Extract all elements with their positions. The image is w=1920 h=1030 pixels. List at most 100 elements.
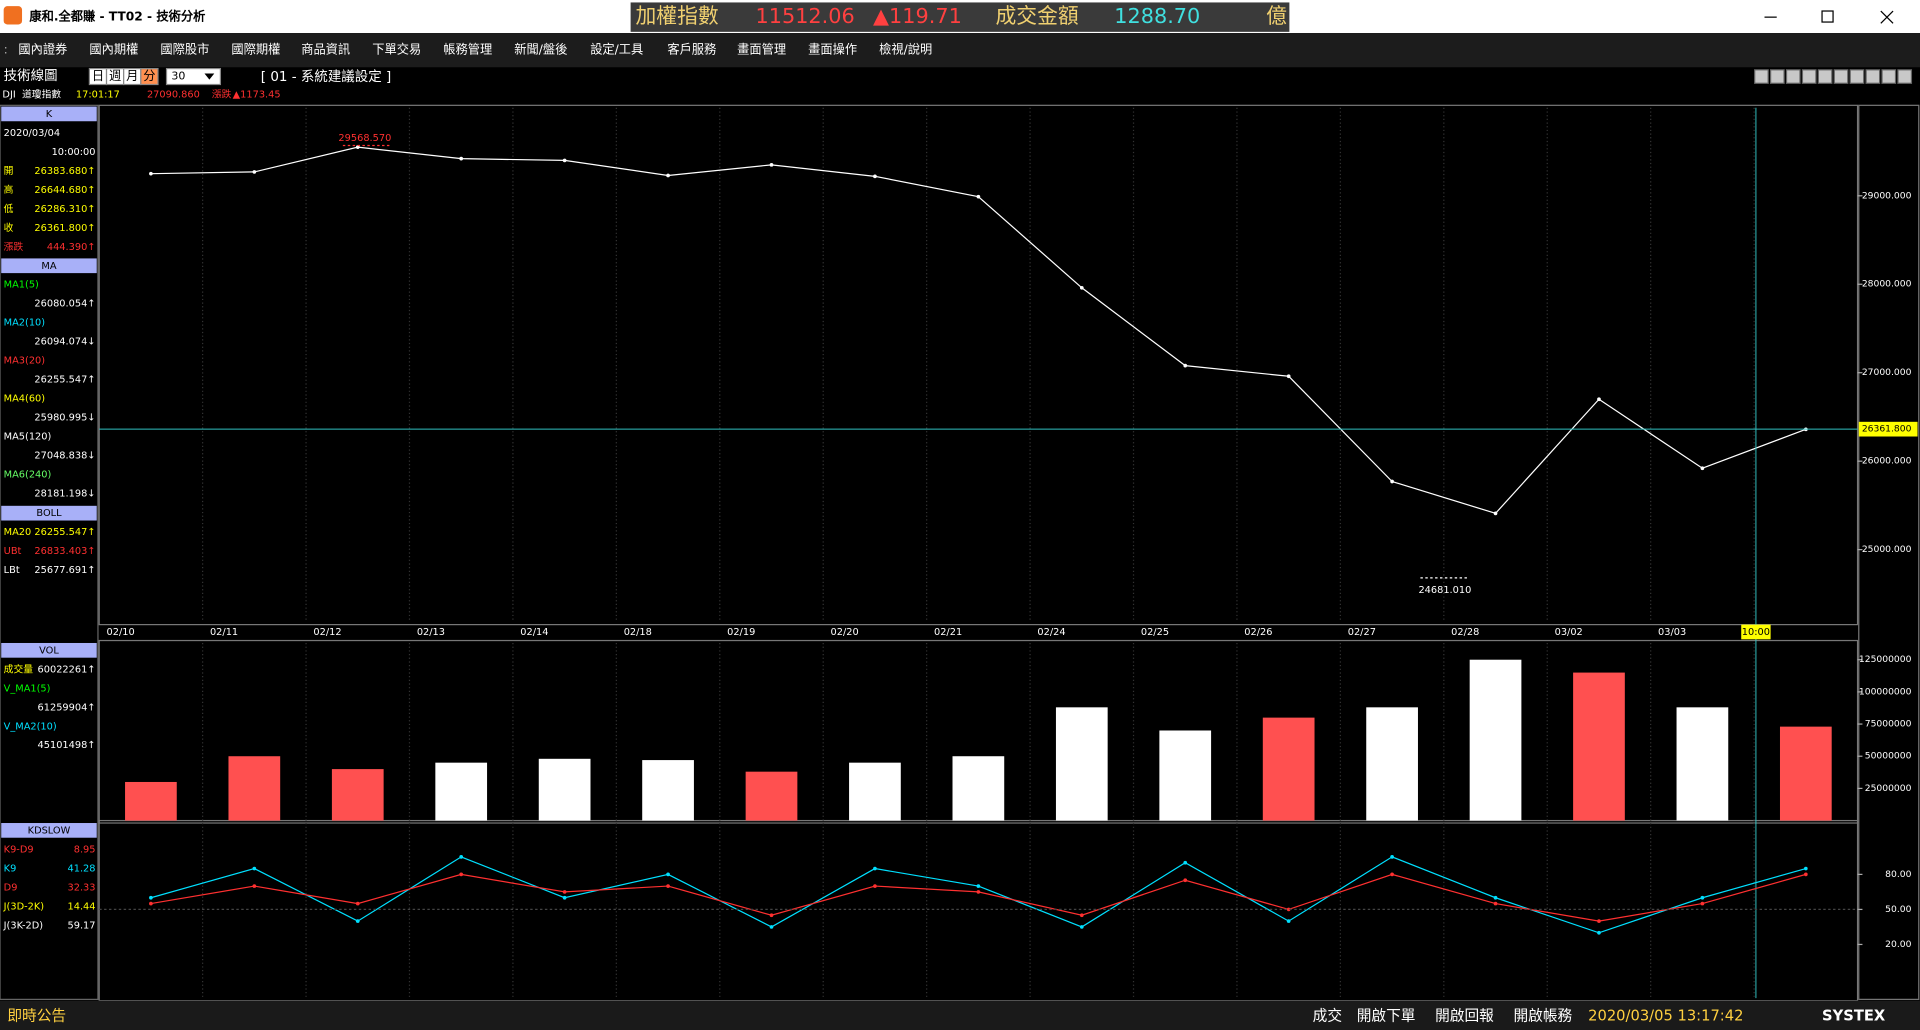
row-label: V_MA2(10) <box>4 721 57 732</box>
price-line-point <box>1597 397 1601 402</box>
status-button[interactable]: 開啟下單 <box>1357 1008 1416 1025</box>
volume-bar <box>1055 707 1108 821</box>
datetime: 2020/03/05 13:17:42 <box>1588 1008 1743 1025</box>
period-label[interactable]: 週 <box>109 69 121 83</box>
kd-line-point <box>1597 930 1601 935</box>
price-line-point <box>1183 363 1188 368</box>
kd-line-point <box>769 925 774 929</box>
x-tick-label: 03/03 <box>1658 627 1686 638</box>
menu-item[interactable]: 下單交易 <box>372 42 421 57</box>
row-value: 27048.838↓ <box>34 451 95 462</box>
row-label: V_MA1(5) <box>4 683 51 694</box>
volume-bar <box>1159 730 1212 821</box>
period-label[interactable]: 月 <box>126 69 138 83</box>
x-tick-label: 02/19 <box>727 627 755 638</box>
x-tick-label: 02/18 <box>624 627 652 638</box>
volume-bar <box>952 756 1005 821</box>
menu-item[interactable]: 國內證券 <box>18 42 67 57</box>
row-label: J(3D-2K) <box>3 901 44 912</box>
row-value: 26255.547↑ <box>34 375 95 386</box>
symbol-code: DJI <box>2 89 15 100</box>
row-value: 25980.995↓ <box>34 413 95 424</box>
x-tick-label: 02/24 <box>1037 627 1065 638</box>
turnover-value: 1288.70 <box>1114 4 1200 28</box>
volume-bar <box>1366 707 1418 821</box>
section-header <box>1 642 97 658</box>
kd-line-point <box>1597 919 1601 923</box>
row-label: MA20 <box>4 527 32 538</box>
cursor-box <box>1741 624 1771 640</box>
turnover-unit: 億 <box>1266 4 1287 28</box>
menu-item[interactable]: 畫面操作 <box>808 42 857 57</box>
kd-line-point <box>976 884 981 888</box>
volume-bar <box>1676 707 1729 821</box>
menu-item[interactable]: 國內期權 <box>89 43 138 57</box>
period-label[interactable]: 日 <box>92 69 104 83</box>
row-label: 高 <box>4 183 14 196</box>
row-label: 低 <box>4 202 14 215</box>
volume-bar <box>1469 659 1522 821</box>
row-value: 2020/03/04 <box>4 128 60 139</box>
menu-item[interactable]: 國際股市 <box>160 42 209 57</box>
menu-item[interactable]: 國際期權 <box>231 43 280 57</box>
status-button[interactable]: 開啟回報 <box>1435 1008 1494 1025</box>
menu-item[interactable]: 商品資訊 <box>301 42 350 57</box>
tool-icon[interactable] <box>1770 69 1785 84</box>
row-value: 26833.403↑ <box>34 546 95 557</box>
price-line-point <box>562 158 567 163</box>
volume-bar <box>642 760 694 821</box>
restore-button[interactable] <box>1821 10 1834 23</box>
price-line-point <box>459 156 464 161</box>
notice[interactable]: 即時公告 <box>7 1008 66 1025</box>
setting-label[interactable]: [ 01 - 系統建議設定 ] <box>261 68 391 85</box>
tool-icon[interactable] <box>1865 69 1881 84</box>
chart-frame <box>98 104 1859 626</box>
menu-item[interactable]: 帳務管理 <box>443 42 492 57</box>
section-header <box>1 258 97 274</box>
menu-grip: : <box>4 43 8 57</box>
tool-icon[interactable] <box>1801 69 1817 84</box>
tool-icon[interactable] <box>1833 69 1849 84</box>
row-value: 26383.680↑ <box>34 166 95 177</box>
section-title: VOL <box>39 645 59 656</box>
tool-icon[interactable] <box>1897 69 1913 84</box>
interval-select[interactable] <box>165 67 222 86</box>
interval-value[interactable]: 30 <box>171 70 185 83</box>
x-tick-label: 02/13 <box>417 627 445 638</box>
row-value: 59.17 <box>67 920 95 931</box>
kd-line-point <box>1493 901 1498 906</box>
price-line-point <box>666 173 670 178</box>
kd-line-point <box>252 884 257 888</box>
tool-icon[interactable] <box>1754 69 1769 84</box>
period-button[interactable] <box>140 67 159 86</box>
menu-item[interactable]: 畫面管理 <box>737 42 786 57</box>
row-label: UBt <box>4 546 22 557</box>
kd-line-point <box>1286 907 1291 912</box>
kd-line-point <box>1183 878 1188 883</box>
volume-bar <box>228 756 281 821</box>
x-tick-label: 02/21 <box>934 627 962 638</box>
tool-icon[interactable] <box>1817 69 1833 84</box>
x-tick-label: 02/12 <box>313 627 341 638</box>
status-button[interactable]: 成交 <box>1313 1007 1343 1025</box>
menu-item[interactable]: 設定/工具 <box>590 42 643 57</box>
kd-line-point <box>1390 872 1394 877</box>
symbol-change: ▲1173.45 <box>233 89 281 100</box>
y-tick-label: 80.00 <box>1885 869 1911 880</box>
menu-item[interactable]: 檢視/說明 <box>879 42 932 57</box>
menu-item[interactable]: 客戶服務 <box>667 42 717 57</box>
y-tick-label: 25000000 <box>1865 783 1912 794</box>
x-tick-label: 02/20 <box>831 627 859 638</box>
last-price-box <box>1858 421 1918 437</box>
status-button[interactable]: 開啟帳務 <box>1513 1008 1572 1025</box>
price-line-point <box>1390 479 1394 484</box>
dropdown-arrow[interactable] <box>204 73 215 80</box>
volume-bar <box>331 769 384 821</box>
menu-item[interactable]: 新聞/盤後 <box>514 42 567 57</box>
period-label[interactable]: 分 <box>143 69 155 83</box>
close-button[interactable] <box>1880 10 1894 24</box>
tool-icon[interactable] <box>1785 69 1801 84</box>
tool-icon[interactable] <box>1849 69 1865 84</box>
tool-icon[interactable] <box>1881 69 1897 84</box>
